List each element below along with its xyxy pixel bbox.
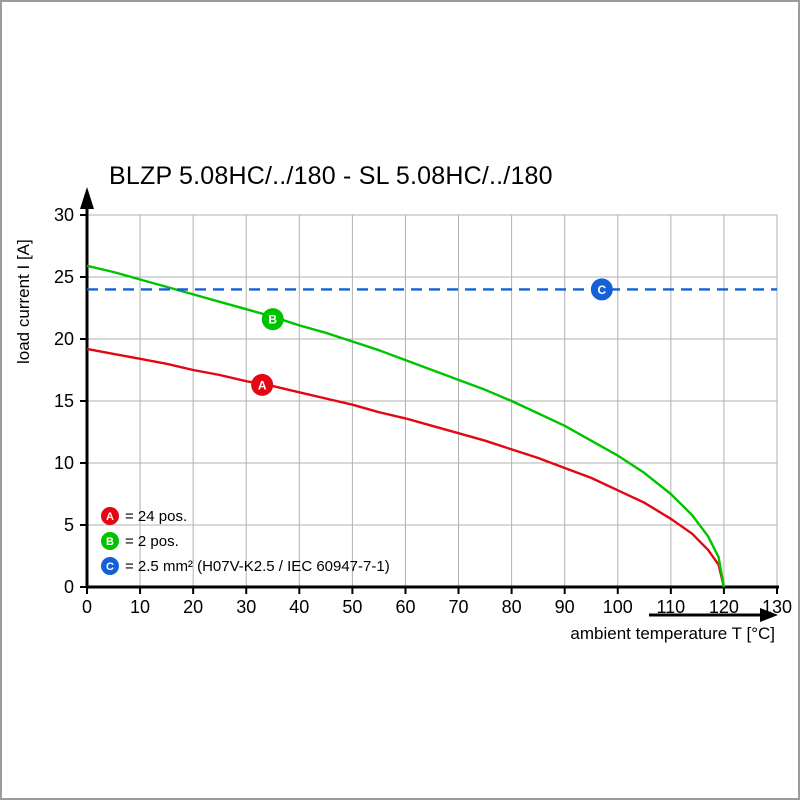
x-tick-label: 30	[236, 597, 256, 617]
marker-A-letter: A	[258, 378, 267, 392]
x-tick-label: 110	[656, 597, 685, 617]
x-axis-label: ambient temperature T [°C]	[570, 624, 775, 643]
x-tick-label: 60	[395, 597, 415, 617]
x-axis-arrow-icon	[760, 608, 778, 622]
legend-swatch-C-icon	[101, 557, 119, 575]
x-tick-label: 50	[342, 597, 362, 617]
x-tick-label: 100	[603, 597, 633, 617]
chart-title: BLZP 5.08HC/../180 - SL 5.08HC/../180	[109, 162, 553, 190]
legend-swatch-B-letter: B	[106, 536, 114, 548]
legend-label-C: = 2.5 mm² (H07V-K2.5 / IEC 60947-7-1)	[125, 558, 390, 575]
y-tick-label: 15	[54, 391, 74, 411]
marker-C-icon	[590, 278, 613, 301]
series-B-line	[86, 264, 726, 588]
x-tick-label: 90	[555, 597, 575, 617]
marker-B-letter: B	[268, 313, 277, 327]
legend-swatch-C-letter: C	[106, 561, 114, 573]
legend-label-A: = 24 pos.	[125, 508, 187, 525]
legend-label-B: = 2 pos.	[125, 533, 179, 550]
legend-swatch-A-icon	[101, 507, 119, 525]
y-tick-label: 0	[64, 577, 74, 597]
x-tick-label: 0	[82, 597, 92, 617]
marker-A-icon	[251, 373, 274, 396]
y-axis-arrow-icon	[80, 187, 94, 209]
y-tick-label: 10	[54, 453, 74, 473]
y-tick-label: 5	[64, 515, 74, 535]
x-tick-label: 70	[449, 597, 469, 617]
legend-swatch-B-icon	[101, 532, 119, 550]
y-tick-label: 20	[54, 329, 74, 349]
x-tick-label: 120	[709, 597, 739, 617]
y-tick-label: 25	[54, 267, 74, 287]
x-tick-label: 40	[289, 597, 309, 617]
x-tick-label: 10	[130, 597, 150, 617]
y-tick-label: 30	[54, 205, 74, 225]
marker-C-letter: C	[598, 283, 607, 297]
x-tick-label: 20	[183, 597, 203, 617]
x-tick-label: 80	[502, 597, 522, 617]
marker-B-icon	[261, 308, 284, 331]
legend-swatch-A-letter: A	[106, 511, 114, 523]
series-A-line	[86, 347, 726, 588]
